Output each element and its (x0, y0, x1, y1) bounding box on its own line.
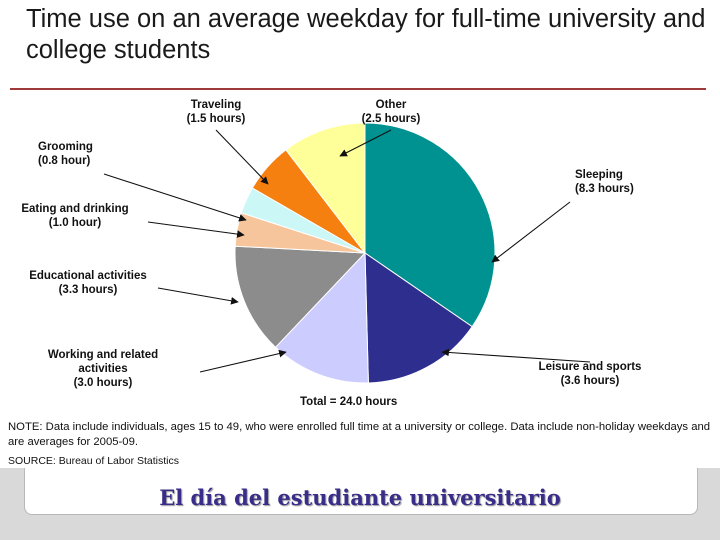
total-label: Total = 24.0 hours (300, 396, 397, 408)
slice-label-eating-and-drinking: Eating and drinking (1.0 hour) (21, 203, 128, 229)
leader-arrow-working-and-related-activities (199, 349, 287, 373)
pie-slice-sleeping (364, 122, 496, 328)
chart-source: SOURCE: Bureau of Labor Statistics (8, 455, 179, 467)
slice-label-traveling: Traveling (1.5 hours) (187, 99, 246, 125)
leader-arrow-eating-and-drinking (147, 221, 245, 238)
leader-arrow-traveling (215, 129, 269, 185)
leader-arrows (103, 129, 591, 373)
slide-footer-panel (24, 468, 698, 515)
leader-arrow-grooming (103, 173, 247, 222)
title-divider (10, 88, 706, 90)
slice-label-grooming: Grooming (0.8 hour) (38, 141, 93, 167)
slice-label-sleeping: Sleeping (8.3 hours) (575, 169, 634, 195)
pie-slice-educational-activities (234, 245, 367, 349)
slice-labels: Sleeping (8.3 hours) Leisure and sports (3.… (21, 99, 641, 389)
slice-label-leisure-and-sports: Leisure and sports (3.6 hours) (539, 361, 642, 387)
leader-arrow-sleeping (491, 201, 571, 263)
pie-slices (234, 122, 496, 384)
chart-title: Time use on an average weekday for full-… (26, 5, 706, 64)
slice-label-other: Other (2.5 hours) (362, 99, 421, 125)
chart-note: NOTE: Data include individuals, ages 15 … (8, 421, 711, 448)
slice-label-educational-activities: Educational activities (3.3 hours) (29, 270, 147, 296)
slide-subtitle: El día del estudiante universitario (159, 485, 561, 510)
leader-arrow-leisure-and-sports (441, 348, 591, 363)
leader-arrow-educational-activities (157, 287, 239, 305)
leader-arrow-other (339, 129, 392, 157)
slice-label-working-and-related-activities: Working and related activities (3.0 hours) (48, 349, 158, 389)
pie-chart: Sleeping (8.3 hours) Leisure and sports (3.… (21, 99, 641, 408)
